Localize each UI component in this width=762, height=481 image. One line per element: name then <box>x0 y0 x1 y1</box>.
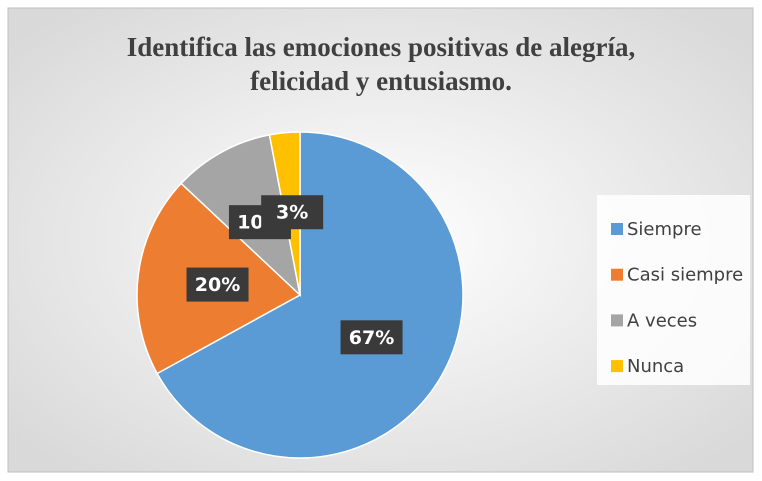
data-label-text: 3% <box>276 202 308 224</box>
data-label-text: 20% <box>195 274 240 296</box>
legend-swatch <box>611 314 623 327</box>
data-labels: 67%20%10%3% <box>186 195 403 355</box>
title-line: felicidad y entusiasmo. <box>250 66 512 96</box>
legend-swatch <box>611 360 623 373</box>
data-label: 3% <box>261 195 324 230</box>
title-line: Identifica las emociones positivas de al… <box>127 32 635 62</box>
legend-swatch <box>611 268 623 281</box>
data-label: 20% <box>186 267 249 302</box>
data-label-box <box>340 320 403 355</box>
data-label-box <box>186 267 249 302</box>
data-label-text: 67% <box>349 327 394 349</box>
legend-label: A veces <box>627 310 697 331</box>
chart-title: Identifica las emociones positivas de al… <box>127 32 635 96</box>
pie-slice <box>156 131 464 459</box>
pie <box>136 131 464 459</box>
legend-label: Siempre <box>627 219 702 240</box>
data-label-box <box>261 195 324 230</box>
data-label: 67% <box>340 320 403 355</box>
legend-label: Casi siempre <box>627 265 743 286</box>
legend-label: Nunca <box>627 356 684 377</box>
legend: Siempre Casi siempre A veces Nunca <box>611 219 743 377</box>
legend-swatch <box>611 223 623 235</box>
